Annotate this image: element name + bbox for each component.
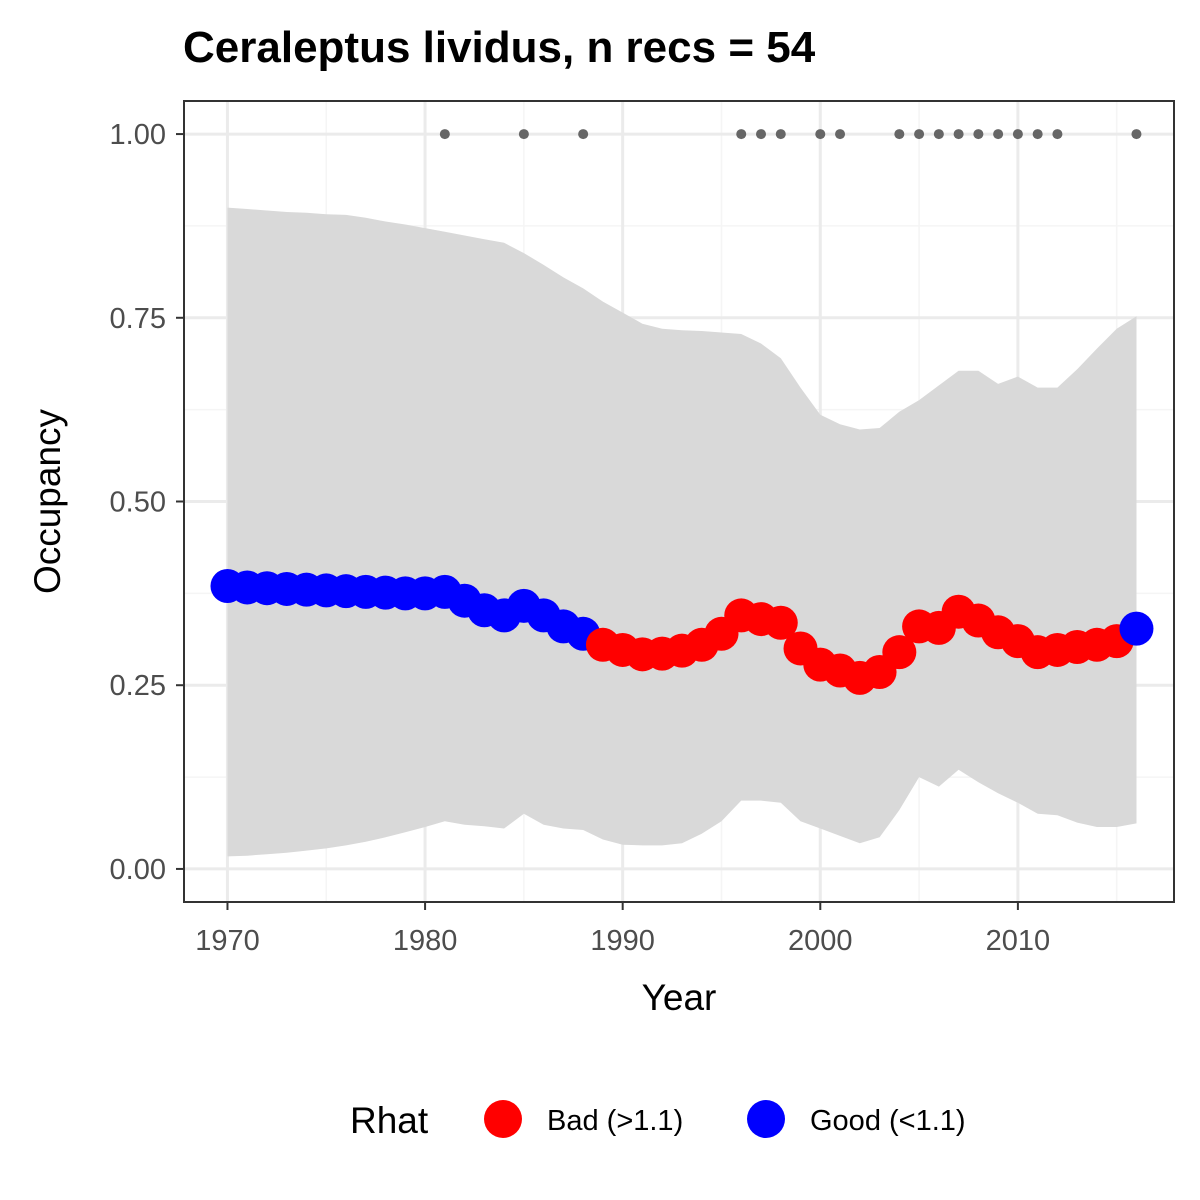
x-tick-label: 1990 (590, 925, 655, 957)
detection-point (439, 129, 450, 140)
x-tick-label: 2010 (986, 925, 1051, 957)
y-tick-label: 0.25 (110, 670, 166, 702)
detection-point (953, 129, 964, 140)
x-tick-label: 1970 (195, 925, 260, 957)
x-axis-title: Year (642, 977, 717, 1018)
detection-point (933, 129, 944, 140)
legend-label-bad: Bad (>1.1) (547, 1105, 683, 1137)
detection-points (439, 129, 1142, 140)
y-axis-title: Occupancy (27, 408, 68, 594)
occupancy-point (763, 605, 798, 640)
credible-interval-ribbon (227, 207, 1137, 857)
detection-point (973, 129, 984, 140)
detection-point (1131, 129, 1142, 140)
detection-point (736, 129, 747, 140)
legend: Rhat Bad (>1.1) Good (<1.1) (350, 1100, 966, 1141)
legend-title: Rhat (350, 1100, 429, 1141)
legend-label-good: Good (<1.1) (810, 1105, 966, 1137)
chart-title: Ceraleptus lividus, n recs = 54 (183, 23, 816, 72)
detection-point (993, 129, 1004, 140)
detection-point (756, 129, 767, 140)
x-tick-label: 1980 (393, 925, 458, 957)
y-axis: 0.00 0.25 0.50 0.75 1.00 (110, 119, 184, 886)
detection-point (914, 129, 925, 140)
x-axis: 1970 1980 1990 2000 2010 (195, 902, 1050, 957)
x-tick-label: 2000 (788, 925, 853, 957)
detection-point (1032, 129, 1043, 140)
detection-point (775, 129, 786, 140)
legend-key-bad (484, 1100, 522, 1138)
y-tick-label: 0.00 (110, 854, 166, 886)
y-tick-label: 0.50 (110, 487, 166, 519)
occupancy-points (210, 569, 1154, 695)
occupancy-point (882, 635, 917, 670)
detection-point (1052, 129, 1063, 140)
detection-point (518, 129, 529, 140)
legend-key-good (747, 1100, 785, 1138)
occupancy-point (1119, 611, 1154, 646)
y-tick-label: 0.75 (110, 303, 166, 335)
detection-point (815, 129, 826, 140)
detection-point (1012, 129, 1023, 140)
detection-point (894, 129, 905, 140)
detection-point (578, 129, 589, 140)
y-tick-label: 1.00 (110, 119, 166, 151)
detection-point (835, 129, 846, 140)
